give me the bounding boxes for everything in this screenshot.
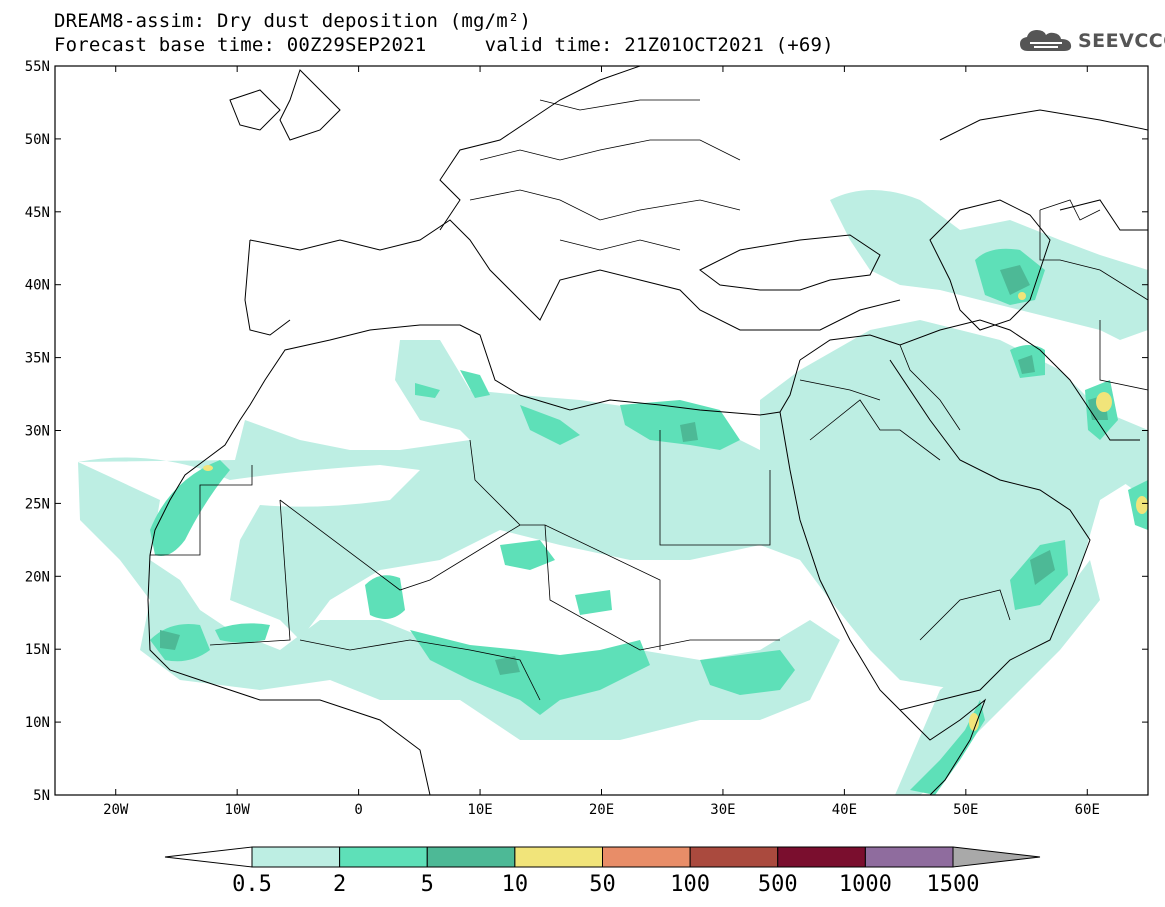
lat-tick-label: 55N	[25, 59, 50, 75]
colorbar-level-label: 0.5	[232, 872, 272, 897]
lon-tick-label: 50E	[953, 802, 978, 818]
colorbar-level-label: 5	[421, 872, 434, 897]
colorbar-segment	[426, 846, 516, 868]
country-borders	[150, 99, 1148, 701]
colorbar-level-label: 1500	[927, 872, 980, 897]
lon-tick-label: 40E	[832, 802, 857, 818]
lat-tick-label: 50N	[25, 132, 50, 148]
lat-tick-label: 45N	[25, 205, 50, 221]
lat-tick-label: 15N	[25, 642, 50, 658]
lon-tick-label: 60E	[1075, 802, 1100, 818]
colorbar-segment	[777, 846, 866, 868]
lon-tick-label: 10W	[225, 802, 251, 818]
lat-tick-label: 30N	[25, 424, 50, 440]
latitude-axis: 55N 50N 45N 40N 35N 30N 25N 20N 15N 10N 5N	[25, 59, 1148, 804]
colorbar-low-arrow	[164, 846, 253, 868]
forecast-time-subtitle: Forecast base time: 00Z29SEP2021 valid t…	[54, 34, 834, 56]
colorbar: 0.5 2 5 10 50 100 500 1000 1500	[164, 846, 1041, 897]
coastlines	[147, 66, 1148, 795]
colorbar-level-label: 100	[670, 872, 710, 897]
colorbar-segment	[251, 846, 341, 868]
colorbar-segment	[602, 846, 691, 868]
colorbar-segment	[864, 846, 954, 868]
colorbar-level-label: 500	[758, 872, 798, 897]
dust-field-dark	[160, 265, 1108, 675]
colorbar-level-label: 50	[589, 872, 616, 897]
logo-text: SEEVCCC	[1078, 30, 1165, 52]
colorbar-level-label: 10	[502, 872, 529, 897]
lat-tick-label: 10N	[25, 715, 50, 731]
lon-tick-label: 20W	[103, 802, 129, 818]
cloud-icon	[1020, 30, 1072, 51]
seevccc-logo: SEEVCCC	[1018, 26, 1165, 56]
chart-title: DREAM8-assim: Dry dust deposition (mg/m²…	[54, 10, 532, 32]
lon-tick-label: 30E	[710, 802, 735, 818]
colorbar-high-arrow	[952, 846, 1041, 868]
lat-tick-label: 20N	[25, 569, 50, 585]
longitude-axis: 20W 10W 0 10E 20E 30E 40E 50E 60E	[103, 66, 1100, 818]
lat-tick-label: 35N	[25, 351, 50, 367]
colorbar-level-label: 1000	[839, 872, 892, 897]
colorbar-level-label: 2	[333, 872, 346, 897]
lat-tick-label: 40N	[25, 278, 50, 294]
dust-field-medium	[150, 248, 1148, 795]
colorbar-segment	[689, 846, 779, 868]
lat-tick-label: 5N	[33, 788, 50, 804]
lon-tick-label: 0	[354, 802, 362, 818]
lat-tick-label: 25N	[25, 496, 50, 512]
lon-tick-label: 10E	[467, 802, 492, 818]
colorbar-segment	[514, 846, 603, 868]
lon-tick-label: 20E	[589, 802, 614, 818]
dust-field-high	[203, 292, 1148, 731]
colorbar-segment	[339, 846, 428, 868]
